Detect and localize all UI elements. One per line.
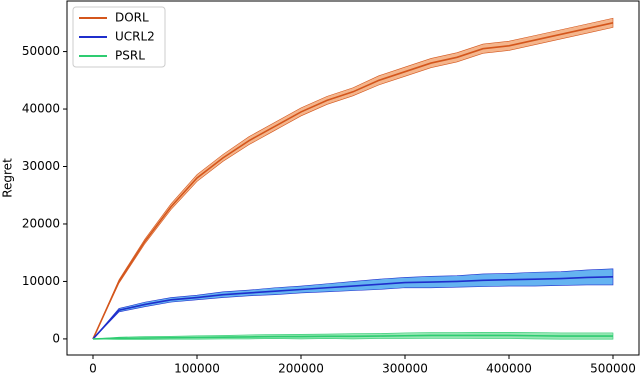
y-tick-label: 40000 xyxy=(22,102,60,116)
line xyxy=(92,334,613,340)
legend-label: DORL xyxy=(115,11,149,25)
x-tick-label: 400000 xyxy=(486,362,532,376)
y-tick-label: 10000 xyxy=(22,274,60,288)
line xyxy=(92,22,614,340)
y-tick-label: 20000 xyxy=(22,216,60,230)
legend-label: UCRL2 xyxy=(115,30,155,44)
x-tick-label: 100000 xyxy=(174,362,220,376)
legend-label: PSRL xyxy=(115,49,145,63)
x-tick-label: 300000 xyxy=(382,362,428,376)
x-tick-label: 0 xyxy=(89,362,97,376)
y-tick-label: 50000 xyxy=(22,44,60,58)
x-tick-label: 500000 xyxy=(590,362,636,376)
plot-frame xyxy=(66,0,640,356)
legend-box xyxy=(72,6,166,68)
y-tick-label: 30000 xyxy=(22,159,60,173)
y-axis-label: Regret xyxy=(1,158,15,198)
line xyxy=(92,276,614,340)
y-tick-label: 0 xyxy=(52,331,60,345)
x-tick-label: 200000 xyxy=(278,362,324,376)
